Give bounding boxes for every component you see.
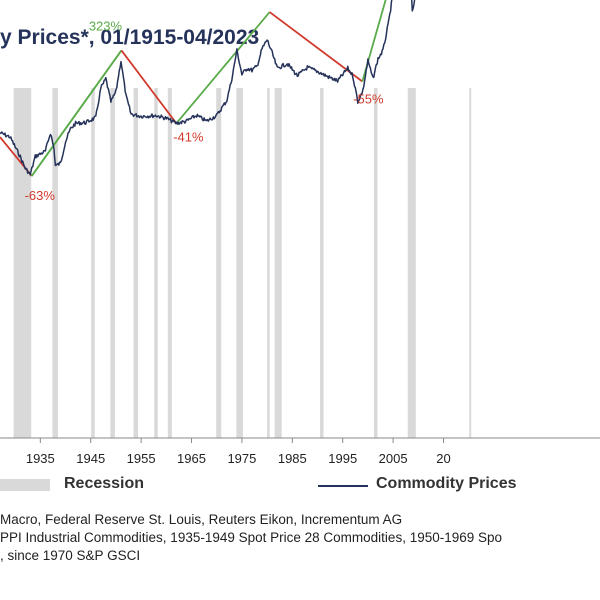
recession-band — [91, 88, 95, 438]
trend-line-rise — [175, 11, 271, 124]
recession-band — [373, 88, 378, 438]
x-tick-label: 2005 — [379, 451, 408, 466]
x-axis-ticks: 1935 1945 1955 1965 1975 1985 1995 2005 20 — [26, 438, 451, 466]
recession-band — [267, 88, 270, 438]
x-tick-label: 1945 — [76, 451, 105, 466]
recession-band — [274, 88, 282, 438]
x-tick-label: 1995 — [328, 451, 357, 466]
x-tick-label: 20 — [436, 451, 450, 466]
legend-recession-swatch — [0, 479, 50, 491]
trend-label: -63% — [25, 188, 56, 203]
legend-commodity-label: Commodity Prices — [376, 475, 517, 492]
trend-label: -55% — [353, 92, 384, 107]
trend-label: 323% — [89, 18, 123, 33]
recession-band — [320, 88, 324, 438]
recession-band — [216, 88, 222, 438]
recession-band — [133, 88, 139, 438]
recession-band — [236, 88, 243, 438]
legend-commodity-swatch — [318, 485, 368, 487]
recession-band — [469, 88, 472, 438]
trend-labels: -63%323%-41%256%-55%559% — [25, 0, 384, 203]
trend-label: 256% — [253, 0, 287, 1]
x-tick-label: 1955 — [127, 451, 156, 466]
recession-band — [407, 88, 416, 438]
source-line-3: , since 1970 S&P GSCI — [0, 548, 141, 563]
recession-band — [52, 88, 58, 438]
x-tick-label: 1965 — [177, 451, 206, 466]
legend-recession-label: Recession — [64, 475, 145, 492]
chart-plot: 1935 1945 1955 1965 1975 1985 1995 2005 20 -63% 3… — [0, 0, 600, 466]
x-tick-label: 1975 — [227, 451, 256, 466]
source-line-1: Macro, Federal Reserve St. Louis, Reuter… — [0, 512, 403, 527]
recession-band — [13, 88, 32, 438]
trend-line-rise — [361, 0, 387, 82]
chart-title: y Prices*, 01/1915-04/2023 — [0, 26, 260, 49]
x-tick-label: 1935 — [26, 451, 55, 466]
recession-band — [154, 88, 158, 438]
x-tick-label: 1985 — [278, 451, 307, 466]
series-layer — [0, 0, 416, 176]
trend-line-rise — [31, 49, 123, 177]
series-line-commodity-prices — [0, 0, 416, 176]
recession-band — [167, 88, 172, 438]
trend-line-fall — [120, 49, 178, 124]
recession-band — [110, 88, 115, 438]
recession-bands — [13, 88, 472, 438]
source-line-2: PPI Industrial Commodities, 1935-1949 Sp… — [0, 530, 503, 545]
trend-label: -41% — [173, 129, 204, 144]
